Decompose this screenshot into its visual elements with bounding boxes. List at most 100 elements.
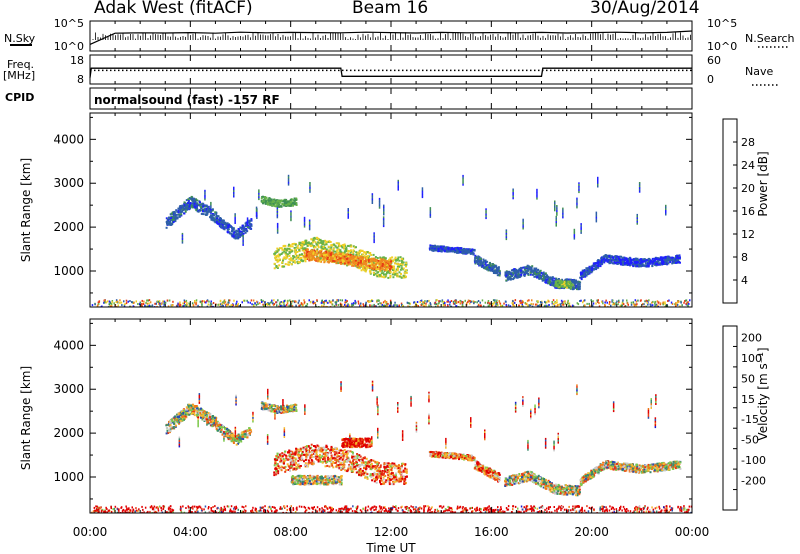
ground-scatter-cell xyxy=(684,300,686,302)
echo-cell xyxy=(343,255,346,258)
ground-scatter-cell xyxy=(382,301,385,304)
ground-scatter-cell xyxy=(514,299,517,302)
ground-scatter-cell xyxy=(369,304,371,307)
echo-cell xyxy=(454,250,457,252)
ground-scatter-cell xyxy=(540,305,542,307)
echo-cell xyxy=(366,258,369,261)
echo-cell xyxy=(275,266,278,269)
ground-scatter-cell xyxy=(416,304,418,307)
ground-scatter-cell xyxy=(413,301,416,304)
echo-cell xyxy=(363,269,366,272)
echo-cell xyxy=(387,266,390,269)
ground-scatter-cell xyxy=(579,300,581,302)
echo-cell xyxy=(333,243,336,246)
ground-scatter-cell xyxy=(651,304,654,307)
echo-cell xyxy=(346,260,349,263)
echo-cell xyxy=(613,261,616,263)
ground-scatter-cell xyxy=(108,300,111,303)
echo-cell xyxy=(534,275,537,278)
echo-cell xyxy=(194,201,197,204)
echo-cell xyxy=(186,204,189,207)
ground-scatter-cell xyxy=(201,303,203,306)
ground-scatter-cell xyxy=(97,304,99,307)
echo-cell xyxy=(335,262,338,265)
echo-cell xyxy=(290,201,292,204)
echo-cell xyxy=(511,273,514,276)
echo-cell xyxy=(488,265,491,268)
echo-cell xyxy=(270,200,273,202)
echo-cell xyxy=(589,267,592,270)
ground-scatter-cell xyxy=(242,299,245,302)
ground-scatter-cell xyxy=(251,303,253,306)
echo-cell xyxy=(344,244,347,247)
ground-scatter-cell xyxy=(520,301,522,304)
echo-cell xyxy=(346,252,349,255)
echo-cell xyxy=(667,262,670,265)
ground-scatter-cell xyxy=(407,305,409,307)
echo-cell xyxy=(292,255,295,258)
echo-cell xyxy=(225,224,228,226)
echo-cell xyxy=(514,272,516,275)
echo-cell xyxy=(381,269,384,272)
echo-cell xyxy=(476,257,479,260)
noise-series xyxy=(89,30,693,45)
ground-scatter-cell xyxy=(560,299,563,302)
echo-cell xyxy=(330,252,333,255)
echo-cell xyxy=(505,274,508,277)
echo-cell xyxy=(327,254,330,257)
echo-cell xyxy=(322,257,325,260)
ground-scatter-cell xyxy=(492,299,495,302)
ground-scatter-cell xyxy=(297,301,300,304)
echo-cell xyxy=(605,256,608,259)
echo-cell xyxy=(637,263,640,266)
echo-cell xyxy=(365,255,368,258)
ground-scatter-cell xyxy=(447,300,450,303)
echo-cell xyxy=(284,199,287,202)
ground-scatter-cell xyxy=(459,300,461,303)
ground-scatter-cell xyxy=(209,304,212,307)
echo-cell xyxy=(241,224,244,227)
echo-cell xyxy=(283,247,286,250)
echo-cell xyxy=(213,214,216,217)
frequency-series xyxy=(89,67,692,78)
echo-cell xyxy=(546,280,549,283)
ground-scatter-cell xyxy=(438,300,440,303)
echo-cell xyxy=(512,269,515,272)
echo-cell xyxy=(432,249,435,252)
echo-cell xyxy=(441,248,444,251)
echo-cell xyxy=(614,259,617,262)
echo-cell xyxy=(323,256,326,259)
ground-scatter-cell xyxy=(527,304,529,307)
echo-cell xyxy=(447,248,450,251)
echo-cell xyxy=(558,281,561,284)
ground-scatter-cell xyxy=(164,301,167,304)
echo-cell xyxy=(284,263,287,266)
echo-cell xyxy=(614,256,617,259)
ground-scatter-cell xyxy=(106,300,109,303)
echo-cell xyxy=(204,213,207,216)
echo-cell xyxy=(369,258,372,261)
ground-scatter-cell xyxy=(447,299,449,302)
ground-scatter-cell xyxy=(408,305,411,307)
echo-cell xyxy=(492,272,495,274)
ground-scatter-cell xyxy=(270,301,272,304)
ground-scatter-cell xyxy=(234,305,237,307)
echo-cell xyxy=(199,203,202,206)
echo-cell xyxy=(314,258,317,261)
ground-scatter-cell xyxy=(685,299,687,302)
echo-cell xyxy=(357,260,360,263)
cpid-text: normalsound (fast) -157 RF xyxy=(94,93,280,107)
echo-cell xyxy=(555,285,558,288)
ground-scatter-cell xyxy=(398,304,400,307)
echo-cell xyxy=(380,272,383,275)
echo-cell xyxy=(526,266,529,269)
echo-cell xyxy=(343,258,345,261)
echo-cell xyxy=(343,247,346,250)
echo-cell xyxy=(536,276,539,279)
echo-cell xyxy=(562,286,565,289)
ground-scatter-cell xyxy=(138,303,141,306)
echo-cell xyxy=(346,253,348,256)
ground-scatter-cell xyxy=(185,305,188,307)
echo-cell xyxy=(629,260,632,263)
ground-scatter-cell xyxy=(664,305,666,307)
